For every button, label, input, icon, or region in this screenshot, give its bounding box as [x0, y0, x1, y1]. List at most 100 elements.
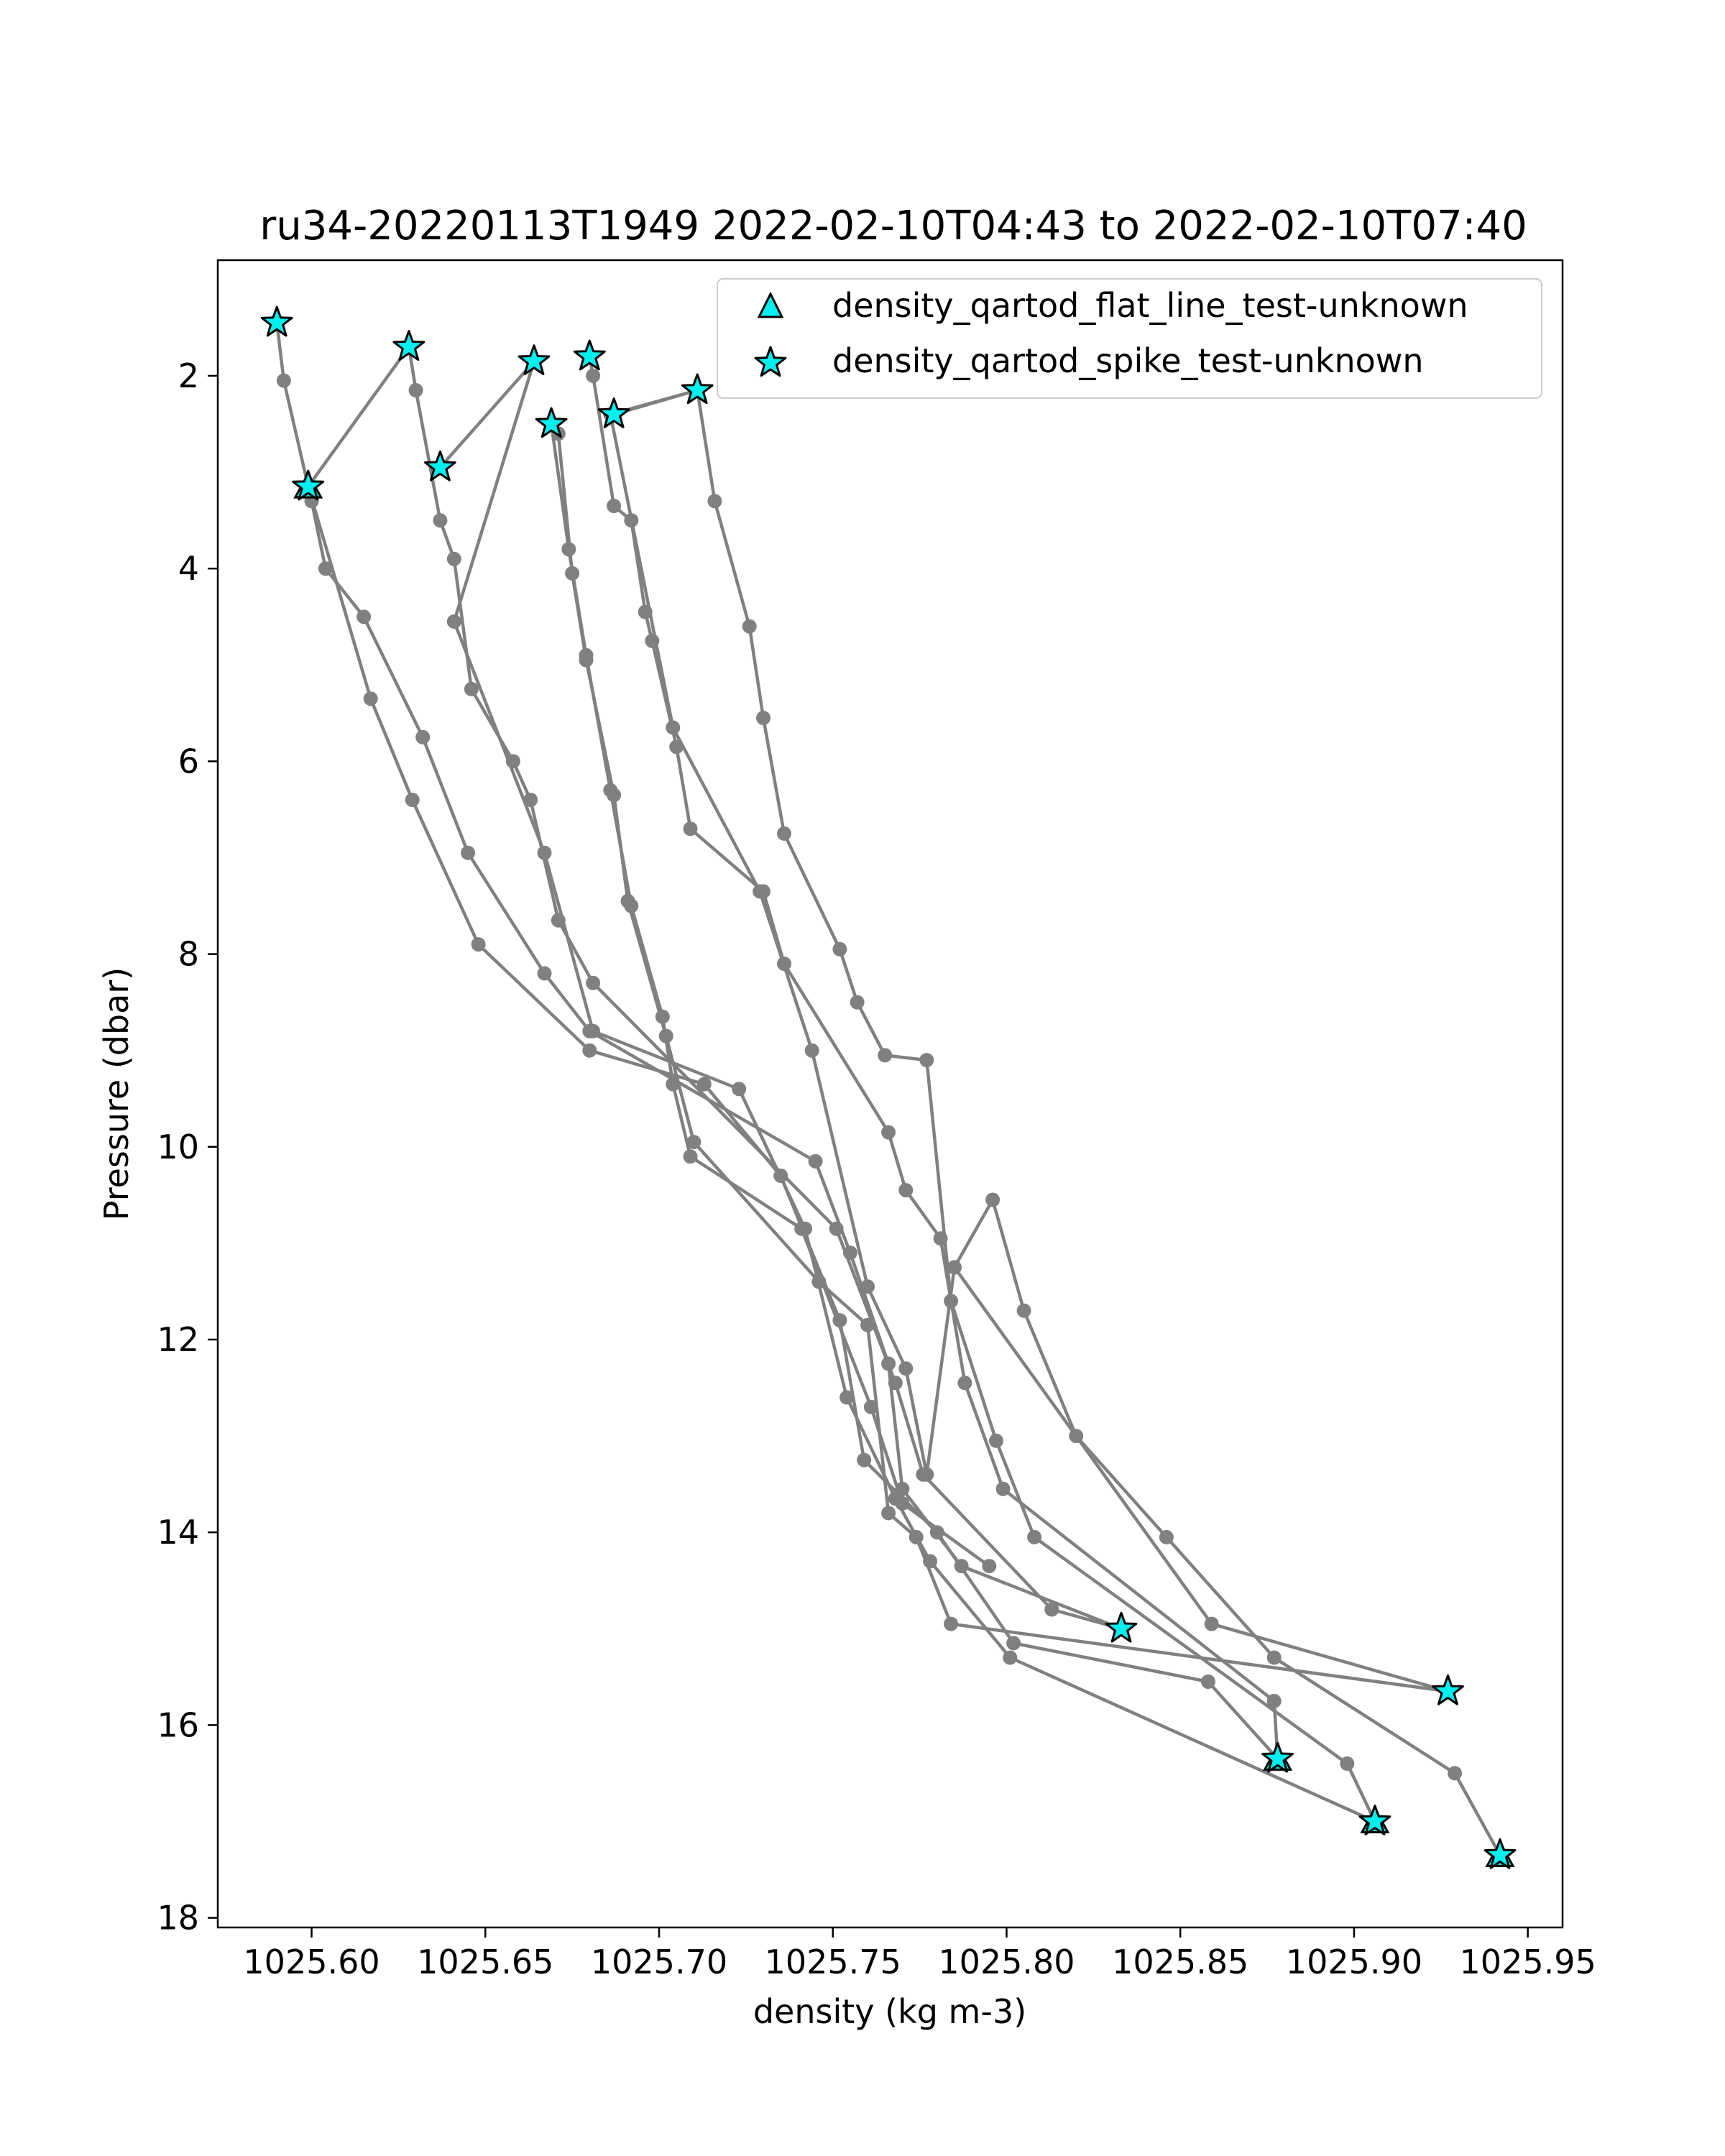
y-tick-label: 8 [178, 935, 199, 974]
data-point [666, 720, 681, 735]
data-point [356, 609, 372, 625]
legend: density_qartod_flat_line_test-unknown de… [717, 278, 1542, 399]
data-point [989, 1433, 1003, 1448]
x-tick-label: 1025.85 [1112, 1943, 1248, 1981]
data-point [565, 566, 580, 581]
legend-box [717, 278, 1542, 399]
series-line-8 [609, 388, 1502, 1857]
y-tick-label: 6 [178, 742, 199, 780]
data-point [461, 845, 476, 860]
data-point [732, 1082, 747, 1097]
data-point [1016, 1303, 1031, 1318]
legend-star-shape [754, 346, 787, 377]
spike-flag-star [518, 344, 551, 376]
data-point [919, 1467, 934, 1482]
spike-flag-star [573, 339, 606, 371]
data-point [742, 619, 757, 634]
data-point [995, 1481, 1011, 1496]
data-point [1200, 1674, 1215, 1689]
data-point [808, 1153, 823, 1169]
data-point [881, 1125, 896, 1140]
legend-triangle-icon [757, 291, 784, 318]
data-point [1044, 1602, 1059, 1617]
data-point [586, 1023, 601, 1038]
legend-label-spike: density_qartod_spike_test-unknown [832, 341, 1424, 380]
legend-label-flat-line: density_qartod_flat_line_test-unknown [832, 286, 1468, 325]
x-tick-label: 1025.70 [591, 1943, 727, 1981]
x-axis: 1025.60 1025.65 1025.70 1025.75 1025.80 1025.… [243, 1927, 1596, 1981]
data-point [850, 995, 865, 1010]
data-point [840, 1390, 855, 1405]
data-point [811, 1274, 827, 1289]
y-axis-label: Pressure (dbar) [97, 967, 136, 1220]
data-point [446, 551, 461, 566]
data-point [1003, 1650, 1018, 1665]
data-point [405, 793, 420, 807]
spike-flag-star [260, 305, 293, 337]
spike-flag-star [1484, 1838, 1517, 1869]
plot-area [260, 305, 1517, 1869]
data-point [895, 1496, 910, 1511]
x-tick-label: 1025.80 [938, 1943, 1075, 1981]
chart-title: ru34-20220113T1949 2022-02-10T04:43 to 2… [259, 203, 1527, 249]
data-point [957, 1376, 972, 1391]
data-point [586, 368, 601, 383]
spike-flag-star [392, 330, 426, 361]
data-point [1159, 1529, 1174, 1544]
data-point [944, 1616, 959, 1631]
data-point [464, 681, 479, 696]
x-tick-label: 1025.90 [1286, 1943, 1422, 1981]
data-point [607, 788, 622, 803]
spike-flag-star [1105, 1611, 1138, 1643]
x-tick-label: 1025.60 [243, 1943, 380, 1981]
data-point [857, 1452, 872, 1468]
data-point [985, 1192, 1000, 1207]
data-point [537, 966, 552, 981]
data-point [804, 1043, 819, 1058]
data-point [753, 884, 768, 899]
data-point [276, 373, 291, 388]
y-tick-label: 16 [157, 1705, 199, 1744]
y-tick-label: 14 [157, 1513, 199, 1552]
data-point [829, 1221, 844, 1236]
y-axis: 2 4 6 8 10 12 14 16 18 [157, 356, 218, 1938]
data-point [908, 1529, 924, 1544]
data-point [363, 691, 378, 706]
data-point [878, 1048, 893, 1063]
data-point [863, 1399, 878, 1414]
data-point [683, 821, 698, 837]
y-tick-label: 12 [157, 1320, 199, 1359]
data-point [683, 1149, 698, 1164]
data-point [1204, 1616, 1219, 1631]
data-point [415, 729, 431, 745]
spike-flag-star [681, 373, 714, 405]
data-point [408, 383, 423, 397]
x-tick-label: 1025.75 [765, 1943, 901, 1981]
data-point [607, 499, 622, 513]
spike-flag-star [292, 469, 325, 501]
data-point [898, 1361, 914, 1376]
data-point [707, 494, 722, 509]
spike-flag-star [597, 397, 630, 428]
data-point [318, 561, 333, 576]
data-point [586, 975, 601, 990]
data-point [888, 1376, 903, 1391]
series-line-3 [438, 359, 1377, 1823]
data-point [471, 937, 486, 952]
x-tick-label: 1025.95 [1460, 1943, 1596, 1981]
data-point [1266, 1650, 1282, 1665]
data-point [982, 1559, 997, 1574]
data-point [1266, 1693, 1282, 1708]
y-tick-label: 18 [157, 1899, 199, 1938]
data-point [756, 711, 770, 725]
data-point [620, 893, 635, 908]
plot-frame [216, 259, 1564, 1929]
data-point [1448, 1766, 1463, 1781]
data-point [446, 614, 461, 629]
data-point [579, 653, 594, 668]
y-tick-label: 4 [178, 549, 199, 588]
spike-flag-star [1261, 1741, 1294, 1773]
y-tick-label: 2 [178, 356, 199, 395]
legend-star-icon [754, 346, 787, 377]
